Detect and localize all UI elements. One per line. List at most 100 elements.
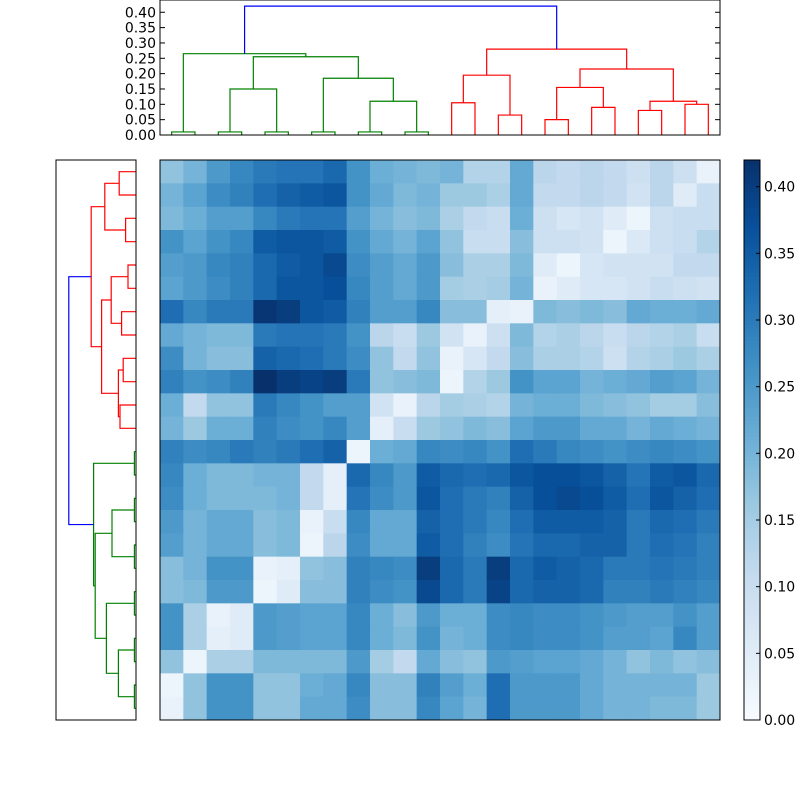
heatmap-cell [300, 650, 324, 674]
heatmap-cell [416, 253, 441, 278]
heatmap-cell [580, 276, 604, 301]
heatmap-cell [556, 253, 581, 278]
colorbar-segment [744, 488, 760, 493]
heatmap-cell [276, 696, 301, 721]
heatmap-cell [696, 696, 721, 721]
heatmap-cell [696, 276, 721, 301]
heatmap-cell [486, 626, 511, 651]
heatmap-cell [556, 603, 581, 628]
heatmap-cell [206, 230, 231, 254]
heatmap-cell [416, 183, 441, 208]
colorbar-segment [744, 540, 760, 545]
heatmap-cell [440, 370, 464, 394]
heatmap-cell [673, 206, 698, 231]
heatmap-cell [416, 463, 441, 488]
heatmap-cell [206, 206, 231, 231]
heatmap-cell [183, 603, 208, 628]
heatmap-cell [300, 370, 324, 394]
heatmap-cell [510, 323, 534, 348]
heatmap-cell [626, 253, 651, 278]
heatmap-cell [486, 253, 511, 278]
heatmap-cell [346, 160, 371, 184]
heatmap-cell [440, 416, 464, 441]
heatmap-cell [486, 673, 511, 698]
heatmap-cell [603, 486, 628, 511]
colorbar-segment [744, 704, 760, 709]
colorbar-segment [744, 256, 760, 261]
heatmap-cell [673, 160, 698, 184]
heatmap-cell [346, 580, 371, 604]
heatmap-cell [253, 650, 278, 674]
heatmap-cell [206, 510, 231, 534]
heatmap-cell [580, 440, 604, 464]
heatmap-cell [463, 556, 488, 581]
heatmap-cell [300, 160, 324, 184]
colorbar-segment [744, 208, 760, 213]
colorbar-segment [744, 608, 760, 613]
heatmap-cell [370, 533, 394, 558]
heatmap-cell [370, 486, 394, 511]
top-dendrogram [159, 0, 721, 136]
colorbar-segment [744, 516, 760, 521]
heatmap-cell [253, 416, 278, 441]
heatmap-cell [556, 160, 581, 184]
heatmap-cell [580, 160, 604, 184]
heatmap-cell [300, 510, 324, 534]
heatmap-cell [650, 253, 674, 278]
colorbar-segment [744, 504, 760, 509]
heatmap-cell [300, 556, 324, 581]
heatmap-cell [276, 463, 301, 488]
heatmap-cell [253, 440, 278, 464]
heatmap-cell [603, 300, 628, 324]
colorbar-segment [744, 380, 760, 385]
heatmap-cell [346, 440, 371, 464]
colorbar-tick-label: 0.05 [764, 646, 795, 662]
heatmap-cell [673, 300, 698, 324]
colorbar-segment [744, 456, 760, 461]
heatmap-cell [533, 276, 558, 301]
colorbar-segment [744, 712, 760, 717]
colorbar-segment [744, 312, 760, 317]
heatmap-cell [673, 276, 698, 301]
colorbar-tick-label: 0.10 [764, 580, 795, 596]
heatmap-cell [253, 206, 278, 231]
heatmap-cell [650, 603, 674, 628]
heatmap-cell [440, 626, 464, 651]
colorbar-segment [744, 452, 760, 457]
heatmap-cell [603, 696, 628, 721]
colorbar-segment [744, 644, 760, 649]
heatmap-cell [393, 650, 418, 674]
heatmap-cell [393, 533, 418, 558]
heatmap-cell [370, 206, 394, 231]
heatmap-cell [463, 276, 488, 301]
heatmap-cell [580, 696, 604, 721]
heatmap-cell [486, 160, 511, 184]
heatmap-cell [206, 603, 231, 628]
heatmap-cell [370, 346, 394, 371]
heatmap-cell [206, 300, 231, 324]
heatmap-cell [160, 673, 184, 698]
colorbar-segment [744, 272, 760, 277]
heatmap-cell [323, 580, 348, 604]
colorbar-segment [744, 428, 760, 433]
heatmap-cell [370, 276, 394, 301]
colorbar-segment [744, 624, 760, 629]
heatmap-cell [556, 533, 581, 558]
heatmap-cell [603, 440, 628, 464]
heatmap-cell [160, 626, 184, 651]
heatmap-cell [416, 533, 441, 558]
heatmap-cell [603, 673, 628, 698]
heatmap-cell [463, 160, 488, 184]
colorbar-segment [744, 588, 760, 593]
colorbar-segment [744, 548, 760, 553]
heatmap-cell [370, 696, 394, 721]
heatmap-cell [650, 533, 674, 558]
heatmap-cell [276, 440, 301, 464]
heatmap-cell [510, 440, 534, 464]
heatmap-cell [323, 510, 348, 534]
heatmap-cell [650, 183, 674, 208]
heatmap-cell [416, 650, 441, 674]
colorbar-segment [744, 528, 760, 533]
heatmap-cell [486, 486, 511, 511]
colorbar-tick-label: 0.25 [764, 380, 795, 396]
